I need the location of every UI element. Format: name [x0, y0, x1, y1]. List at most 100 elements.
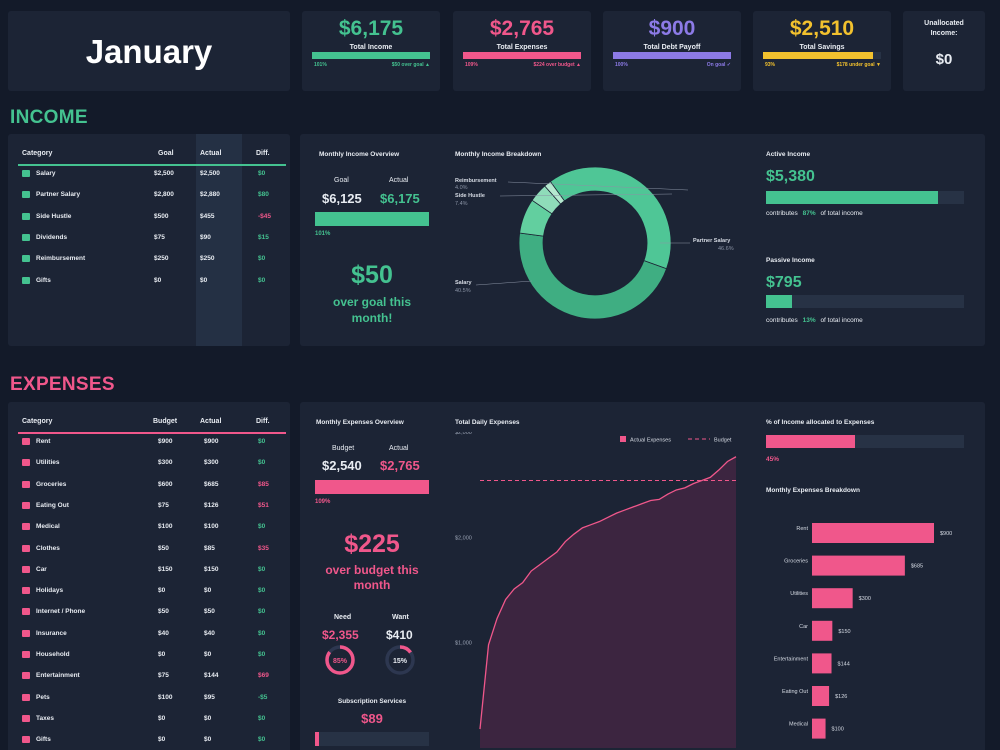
- reimbursement-leader-line: [507, 181, 689, 191]
- y-tick-label: $2,000: [455, 535, 472, 541]
- donut-label-salary: Salary: [455, 280, 472, 286]
- legend-actual-label: Actual Expenses: [630, 438, 671, 444]
- passive-income-bar-track: [766, 295, 964, 308]
- expense-category-name: Pets: [36, 693, 50, 701]
- expenses-header-category: Category: [22, 418, 53, 425]
- expense-table-row: Household $0 $0 $0: [8, 651, 290, 669]
- kpi-value: $2,765: [489, 17, 555, 40]
- expense-budget: $100: [158, 693, 173, 701]
- expense-actual: $0: [204, 587, 212, 595]
- breakdown-category-label: Entertainment: [774, 656, 809, 662]
- expense-category-icon: [22, 736, 30, 744]
- expense-budget: $75: [158, 501, 169, 509]
- active-income-bar: [766, 191, 939, 204]
- expense-diff: $69: [258, 672, 269, 680]
- kpi-arrow-icon: ▲: [576, 62, 581, 68]
- expense-actual: $0: [204, 651, 212, 658]
- kpi-bar-track: [763, 52, 881, 59]
- income-category-name: Dividends: [36, 233, 68, 241]
- subscriptions-label: Subscription Services: [337, 698, 407, 705]
- expenses-table: Category Budget Actual Diff. Rent $900 $…: [8, 402, 290, 750]
- want-ring: 15%: [385, 645, 415, 675]
- income-category-icon: [22, 212, 30, 220]
- expense-category-icon: [22, 459, 30, 467]
- income-actual-label: Actual: [389, 177, 409, 184]
- kpi-bar: [763, 52, 873, 59]
- breakdown-bar: [812, 588, 853, 609]
- kpi-label: Total Debt Payoff: [643, 44, 701, 51]
- expense-budget: $40: [158, 629, 169, 637]
- income-diff: $80: [258, 191, 269, 199]
- expense-category-name: Eating Out: [36, 501, 69, 509]
- kpi-bar-track: [463, 52, 581, 59]
- pct-income-value: 45%: [766, 456, 780, 463]
- breakdown-category-label: Groceries: [784, 559, 808, 565]
- expenses-over-text: over budget this month: [325, 563, 419, 592]
- breakdown-category-label: Rent: [796, 526, 808, 532]
- kpi-percent: 100%: [615, 62, 628, 68]
- expense-actual: $100: [204, 523, 219, 531]
- expense-budget: $75: [158, 672, 169, 680]
- expense-actual: $685: [204, 480, 219, 488]
- breakdown-value-label: $100: [832, 727, 844, 733]
- expenses-progress-percent: 109%: [315, 499, 331, 505]
- income-table-row: Partner Salary $2,800 $2,880 $80: [8, 191, 290, 209]
- expense-category-name: Holidays: [36, 587, 64, 595]
- passive-contrib-prefix: contributes: [766, 317, 798, 324]
- expenses-header-actual: Actual: [200, 418, 222, 425]
- income-table-row: Side Hustle $500 $455 -$45: [8, 212, 290, 231]
- expense-category-icon: [22, 672, 30, 680]
- expenses-breakdown-title: Monthly Expenses Breakdown: [766, 487, 860, 494]
- breakdown-category-label: Eating Out: [782, 689, 808, 695]
- expense-category-name: Gifts: [36, 736, 51, 744]
- expense-actual: $300: [204, 459, 219, 467]
- expense-actual: $0: [204, 714, 212, 722]
- breakdown-value-label: $150: [838, 629, 850, 635]
- income-diff: $15: [258, 233, 269, 241]
- income-category-name: Gifts: [36, 276, 51, 284]
- expense-budget: $0: [158, 651, 166, 658]
- income-goal-label: Goal: [334, 177, 349, 184]
- income-header-category: Category: [22, 150, 53, 157]
- expense-actual: $0: [204, 736, 212, 744]
- actual-expenses-area: [480, 456, 736, 748]
- income-table-row: Dividends $75 $90 $15: [8, 233, 290, 252]
- expense-actual: $40: [204, 629, 215, 637]
- expense-category-name: Clothes: [36, 544, 60, 552]
- income-diff: $0: [258, 255, 266, 263]
- donut-pct-reimbursement: 4.0%: [455, 185, 468, 191]
- want-value: $410: [386, 628, 413, 642]
- month-title: January: [85, 33, 213, 70]
- active-income-contrib: contributes 87% of total income: [766, 210, 863, 217]
- side-hustle-leader-line: [499, 193, 673, 197]
- income-header-actual: Actual: [200, 150, 222, 157]
- need-ring: 85%: [325, 645, 355, 675]
- income-goal: $0: [154, 276, 162, 284]
- expense-category-name: Internet / Phone: [36, 608, 86, 616]
- expense-category-name: Household: [36, 651, 70, 658]
- expenses-budget-value: $2,540: [322, 458, 362, 473]
- want-pct: 15%: [393, 658, 408, 665]
- donut-pct-partner-salary: 46.6%: [718, 246, 734, 252]
- income-goal: $250: [154, 255, 169, 263]
- expenses-header-budget: Budget: [153, 418, 178, 425]
- kpi-bar-track: [613, 52, 731, 59]
- expense-table-row: Internet / Phone $50 $50 $0: [8, 608, 290, 626]
- expenses-breakdown-chart: Rent $900 Groceries $685 Utilities $300 Car $15…: [774, 523, 952, 739]
- subscriptions-bar: [315, 732, 429, 746]
- income-category-name: Reimbursement: [36, 255, 86, 263]
- kpi-bar: [312, 52, 430, 59]
- income-section-title: INCOME: [10, 107, 88, 128]
- income-actual-value: $6,175: [380, 191, 420, 206]
- kpi-bar: [463, 52, 581, 59]
- breakdown-value-label: $300: [859, 596, 871, 602]
- kpi-value: $6,175: [338, 17, 404, 40]
- expense-budget: $0: [158, 714, 166, 722]
- expense-table-row: Holidays $0 $0 $0: [8, 587, 290, 605]
- expense-category-icon: [22, 651, 30, 658]
- expense-budget: $50: [158, 544, 169, 552]
- expense-category-icon: [22, 523, 30, 531]
- income-category-icon: [22, 233, 30, 241]
- kpi-label: Total Savings: [799, 44, 845, 51]
- expense-diff: $0: [258, 608, 266, 616]
